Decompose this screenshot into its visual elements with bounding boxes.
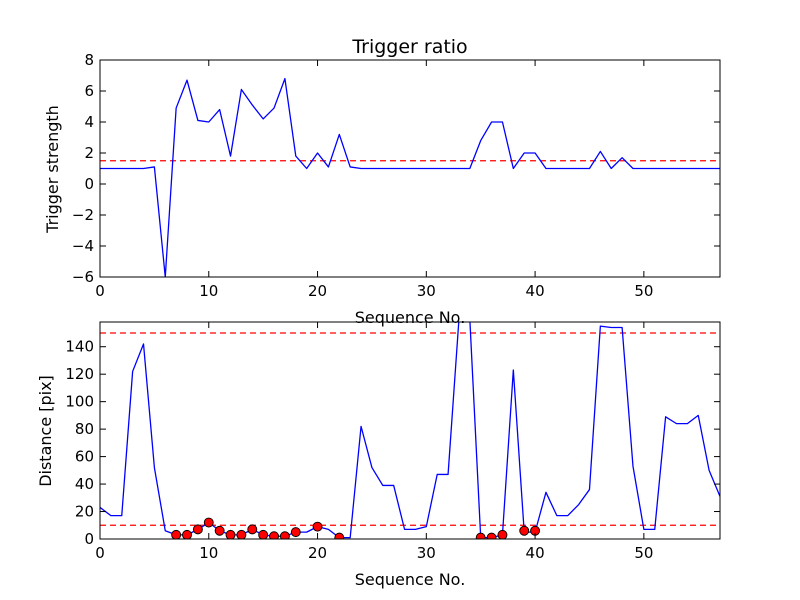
top-series-line-0 — [100, 77, 720, 277]
bottom-marker-point — [334, 532, 345, 539]
top-y-tick-label: 0 — [84, 175, 94, 193]
bottom-y-tick-label: 100 — [65, 393, 94, 411]
top-x-tick-label: 0 — [95, 282, 105, 300]
bottom-y-tick-label: 0 — [84, 530, 94, 548]
bottom-marker-point — [519, 525, 530, 536]
bottom-marker-point — [225, 529, 236, 539]
bottom-x-tick-label: 20 — [308, 544, 327, 562]
top-y-tick-label: −4 — [72, 237, 94, 255]
bottom-x-tick-label: 10 — [199, 544, 218, 562]
bottom-chart: 0 10 20 30 40 50 0 20 40 60 80 100 120 140 Sequence N… — [36, 321, 721, 589]
bottom-marker-point — [486, 532, 497, 539]
bottom-y-tick-label: 140 — [65, 338, 94, 356]
top-x-tick-label: 50 — [634, 282, 653, 300]
bottom-marker-point — [182, 529, 192, 539]
bottom-axes-frame — [99, 321, 721, 540]
bottom-x-tick-label: 0 — [95, 544, 105, 562]
bottom-data-layer — [100, 322, 720, 539]
bottom-marker-point — [247, 524, 258, 535]
top-y-tick-label: −6 — [72, 268, 94, 286]
bottom-series-line-0 — [100, 322, 720, 539]
bottom-marker-point — [475, 532, 486, 539]
bottom-marker-point — [290, 527, 301, 538]
bottom-marker-point — [497, 529, 508, 539]
top-x-tick-label: 30 — [417, 282, 436, 300]
bottom-y-tick-label: 20 — [75, 503, 94, 521]
bottom-y-tick-label: 60 — [75, 448, 94, 466]
bottom-marker-point — [312, 521, 323, 532]
bottom-y-tick-label: 80 — [75, 420, 94, 438]
top-x-tick-label: 40 — [526, 282, 545, 300]
bottom-marker-point — [269, 531, 279, 539]
bottom-x-axis-label: Sequence No. — [355, 570, 466, 589]
top-data-layer — [100, 77, 720, 277]
bottom-marker-point — [192, 524, 203, 535]
top-plot-area: 0 10 20 30 40 50 −6 −4 −2 0 2 4 6 8 — [72, 51, 721, 300]
top-y-tick-label: 2 — [84, 144, 94, 162]
bottom-marker-point — [203, 517, 214, 528]
bottom-x-tick-label: 50 — [634, 544, 653, 562]
bottom-y-tick-label: 120 — [65, 365, 94, 383]
bottom-x-tick-label: 40 — [526, 544, 545, 562]
top-y-axis-label: Trigger strength — [43, 105, 62, 234]
bottom-marker-point — [258, 529, 269, 539]
bottom-marker-point — [236, 529, 247, 539]
top-x-tick-label: 20 — [308, 282, 327, 300]
top-y-tick-label: 6 — [84, 82, 94, 100]
top-x-axis-label: Sequence No. — [355, 308, 466, 327]
bottom-y-tick-label: 40 — [75, 475, 94, 493]
top-y-tick-label: 4 — [84, 113, 94, 131]
top-axes-frame — [99, 59, 721, 278]
top-y-tick-label: −2 — [72, 206, 94, 224]
bottom-y-axis-label: Distance [pix] — [36, 375, 55, 487]
bottom-marker-point — [214, 525, 225, 536]
bottom-marker-point — [279, 531, 290, 539]
bottom-plot-area: 0 10 20 30 40 50 0 20 40 60 80 100 120 140 — [65, 321, 721, 562]
top-x-tick-label: 10 — [199, 282, 218, 300]
top-chart-title: Trigger ratio — [351, 36, 467, 58]
top-y-tick-label: 8 — [84, 51, 94, 69]
bottom-x-tick-label: 30 — [417, 544, 436, 562]
bottom-marker-point — [171, 529, 182, 539]
